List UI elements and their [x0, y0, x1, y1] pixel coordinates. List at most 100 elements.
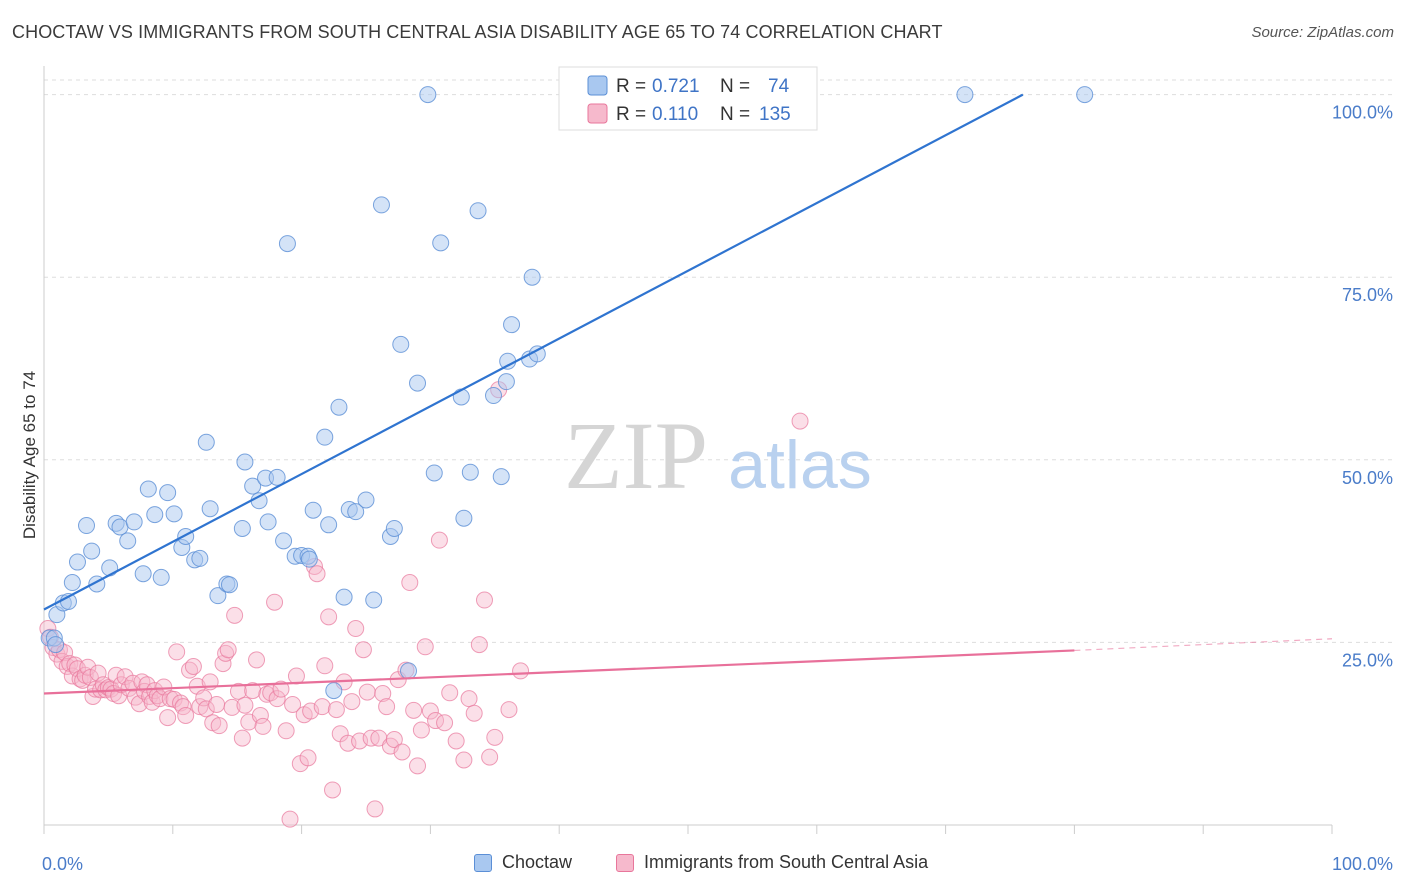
legend-swatch-pink [616, 853, 634, 872]
data-point-pink [219, 641, 237, 659]
data-point-blue [304, 501, 322, 519]
legend-bottom: Choctaw Immigrants from South Central As… [0, 852, 1406, 876]
data-point-pink [421, 702, 439, 720]
data-point-pink [229, 682, 247, 700]
data-point-blue [300, 550, 318, 568]
data-point-blue [523, 268, 541, 286]
data-point-blue [146, 506, 164, 524]
data-point-blue [492, 468, 510, 486]
data-point-pink [486, 728, 504, 746]
legend-item-choctaw: Choctaw [474, 852, 572, 873]
data-point-pink [316, 657, 334, 675]
data-point-pink [481, 748, 499, 766]
data-point-pink [405, 701, 423, 719]
y-tick-label: 25.0% [1342, 650, 1393, 670]
data-point-pink [324, 781, 342, 799]
data-point-blue [320, 516, 338, 534]
data-point-pink [79, 658, 97, 676]
data-point-blue [233, 519, 251, 537]
data-point-blue [385, 519, 403, 537]
data-point-pink [465, 704, 483, 722]
x-tick-label: 100.0% [1332, 854, 1393, 874]
data-point-blue [419, 86, 437, 104]
data-point-pink [236, 696, 254, 714]
data-point-pink [124, 674, 142, 692]
legend-r-label: R = [616, 76, 646, 97]
data-point-pink [191, 698, 209, 716]
data-point-blue [63, 574, 81, 592]
chart-title: CHOCTAW VS IMMIGRANTS FROM SOUTH CENTRAL… [12, 22, 943, 42]
legend-label: Choctaw [502, 852, 573, 872]
data-point-pink [107, 666, 125, 684]
watermark-zip: ZIP [564, 402, 708, 509]
data-point-pink [226, 606, 244, 624]
data-point-blue [409, 374, 427, 392]
grid-lines [44, 79, 1394, 643]
data-point-blue [101, 559, 119, 577]
y-axis-label: Disability Age 65 to 74 [20, 370, 39, 540]
legend-n-value: 135 [759, 104, 791, 125]
legend-item-immigrants: Immigrants from South Central Asia [616, 852, 928, 873]
data-point-pink [347, 620, 365, 638]
watermark-atlas: atlas [728, 427, 872, 503]
data-point-pink [791, 412, 809, 430]
data-point-pink [146, 682, 164, 700]
data-point-pink [177, 706, 195, 724]
data-point-pink [272, 680, 290, 698]
data-point-pink [248, 651, 266, 669]
legend-r-value: 0.721 [652, 76, 700, 97]
data-point-blue [201, 500, 219, 518]
data-point-pink [358, 683, 376, 701]
data-point-blue [236, 453, 254, 471]
data-point-blue [316, 428, 334, 446]
data-point-blue [268, 468, 286, 486]
data-point-blue [139, 480, 157, 498]
data-point-blue [400, 662, 418, 680]
data-point-pink [287, 667, 305, 685]
legend-n-label: N = [720, 104, 750, 125]
data-point-pink [441, 684, 459, 702]
trend-line-pink [43, 649, 1075, 695]
data-point-pink [320, 608, 338, 626]
data-point-pink [416, 638, 434, 656]
data-point-blue [325, 682, 343, 700]
data-point-blue [1076, 86, 1094, 104]
data-point-pink [233, 729, 251, 747]
data-point-pink [313, 698, 331, 716]
legend-swatch-blue [474, 853, 492, 872]
data-point-pink [374, 685, 392, 703]
data-point-blue [392, 335, 410, 353]
data-point-pink [284, 695, 302, 713]
trend-line-pink-extension [1074, 638, 1333, 652]
legend-n-value: 74 [768, 76, 790, 97]
data-point-blue [330, 398, 348, 416]
data-point-pink [266, 593, 284, 611]
data-point-pink [343, 693, 361, 711]
data-point-blue [497, 373, 515, 391]
data-point-pink [475, 591, 493, 609]
data-point-pink [354, 641, 372, 659]
data-point-pink [208, 695, 226, 713]
y-tick-label: 75.0% [1342, 285, 1393, 305]
data-point-pink [436, 714, 454, 732]
data-point-pink [168, 643, 186, 661]
data-point-pink [327, 701, 345, 719]
data-point-pink [281, 810, 299, 828]
legend-r-value: 0.110 [652, 104, 698, 125]
data-point-pink [430, 531, 448, 549]
blue-series-points [40, 86, 1094, 700]
data-point-blue [165, 505, 183, 523]
data-point-blue [152, 568, 170, 586]
data-point-blue [197, 433, 215, 451]
data-point-blue [250, 492, 268, 510]
data-point-pink [409, 757, 427, 775]
data-point-pink [412, 721, 430, 739]
data-point-blue [275, 532, 293, 550]
data-point-blue [159, 484, 177, 502]
data-point-blue [244, 477, 262, 495]
data-point-blue [220, 576, 238, 594]
data-point-pink [210, 717, 228, 735]
data-point-blue [485, 387, 503, 405]
data-point-pink [385, 731, 403, 749]
data-point-blue [365, 591, 383, 609]
